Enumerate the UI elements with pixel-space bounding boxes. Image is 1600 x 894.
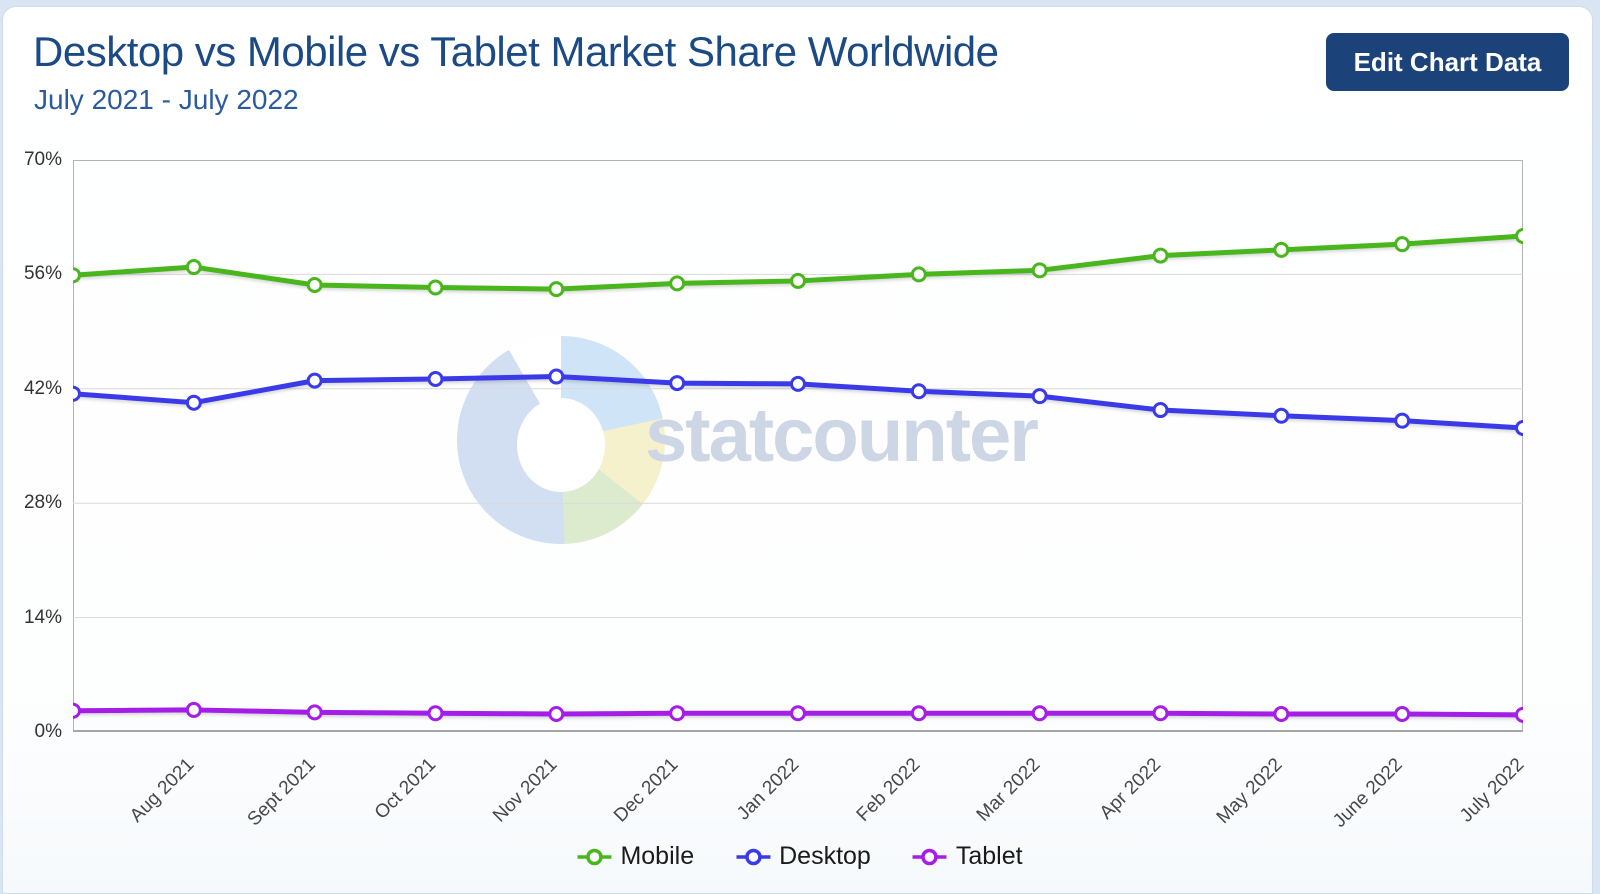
- series-desktop: [73, 368, 1524, 437]
- edit-chart-data-button[interactable]: Edit Chart Data: [1326, 33, 1569, 91]
- legend-item-tablet[interactable]: Tablet: [912, 842, 1023, 871]
- y-axis-label-28pct: 28%: [23, 492, 62, 514]
- data-point-tablet-june-2022[interactable]: [1394, 706, 1411, 723]
- data-point-tablet-jan-2022[interactable]: [790, 705, 806, 722]
- data-point-desktop-oct-2021[interactable]: [427, 370, 444, 387]
- legend-item-desktop[interactable]: Desktop: [736, 842, 871, 871]
- data-point-desktop-nov-2021[interactable]: [548, 368, 565, 385]
- data-point-tablet-feb-2022[interactable]: [910, 705, 927, 722]
- data-point-tablet-may-2022[interactable]: [1273, 706, 1290, 723]
- legend-label-mobile: Mobile: [620, 842, 695, 870]
- y-axis-label-56pct: 56%: [23, 263, 62, 285]
- data-point-tablet-sept-2021[interactable]: [306, 704, 323, 721]
- chart-legend: Mobile Desktop Tablet: [577, 842, 1023, 871]
- data-point-tablet-nov-2021[interactable]: [548, 706, 565, 723]
- data-point-mobile-july-2022[interactable]: [1515, 227, 1524, 244]
- data-point-mobile-mar-2022[interactable]: [1031, 262, 1048, 279]
- data-point-mobile-sept-2021[interactable]: [306, 277, 323, 294]
- data-point-tablet-july-2021[interactable]: [73, 702, 81, 719]
- data-point-desktop-jan-2022[interactable]: [790, 375, 806, 392]
- data-point-desktop-dec-2021[interactable]: [669, 375, 686, 392]
- data-point-desktop-aug-2021[interactable]: [185, 394, 202, 411]
- data-point-desktop-july-2021[interactable]: [73, 385, 81, 402]
- data-point-tablet-dec-2021[interactable]: [669, 705, 686, 722]
- data-point-desktop-mar-2022[interactable]: [1031, 388, 1048, 405]
- legend-marker-mobile-icon: [577, 848, 612, 865]
- legend-item-mobile[interactable]: Mobile: [577, 842, 694, 871]
- legend-label-desktop: Desktop: [779, 842, 871, 870]
- data-point-tablet-apr-2022[interactable]: [1152, 705, 1169, 722]
- data-point-desktop-june-2022[interactable]: [1394, 412, 1411, 429]
- legend-marker-desktop-icon: [736, 848, 771, 865]
- page-subtitle: July 2021 - July 2022: [34, 84, 299, 115]
- data-point-mobile-apr-2022[interactable]: [1152, 247, 1169, 264]
- data-point-mobile-july-2021[interactable]: [73, 267, 81, 284]
- page-title: Desktop vs Mobile vs Tablet Market Share…: [33, 28, 999, 75]
- data-point-tablet-mar-2022[interactable]: [1031, 705, 1048, 722]
- data-point-mobile-may-2022[interactable]: [1273, 241, 1290, 258]
- line-chart: [73, 227, 1524, 723]
- data-point-mobile-dec-2021[interactable]: [669, 275, 686, 292]
- legend-marker-tablet-icon: [912, 848, 947, 865]
- data-point-mobile-jan-2022[interactable]: [790, 272, 806, 289]
- data-point-tablet-aug-2021[interactable]: [185, 701, 202, 718]
- data-point-desktop-feb-2022[interactable]: [910, 383, 927, 400]
- data-point-mobile-june-2022[interactable]: [1394, 236, 1411, 253]
- data-point-desktop-apr-2022[interactable]: [1152, 402, 1169, 419]
- plot-area: [73, 160, 1523, 732]
- data-point-mobile-oct-2021[interactable]: [427, 279, 444, 296]
- data-point-mobile-feb-2022[interactable]: [910, 266, 927, 283]
- chart-card: [2, 6, 1593, 894]
- y-axis-label-42pct: 42%: [23, 377, 62, 399]
- statcounter-watermark-text: statcounter: [645, 393, 1039, 478]
- data-point-desktop-sept-2021[interactable]: [306, 372, 323, 389]
- y-axis-label-14pct: 14%: [23, 606, 62, 628]
- y-axis-label-70pct: 70%: [23, 149, 62, 170]
- data-point-tablet-july-2022[interactable]: [1515, 706, 1524, 723]
- data-point-mobile-nov-2021[interactable]: [548, 281, 565, 298]
- series-mobile: [73, 227, 1524, 298]
- series-tablet: [73, 701, 1524, 723]
- data-point-desktop-may-2022[interactable]: [1273, 407, 1290, 424]
- data-point-tablet-oct-2021[interactable]: [427, 705, 444, 722]
- data-point-mobile-aug-2021[interactable]: [185, 259, 202, 276]
- y-axis-label-0pct: 0%: [34, 721, 62, 742]
- legend-label-tablet: Tablet: [955, 842, 1023, 870]
- data-point-desktop-july-2022[interactable]: [1515, 420, 1524, 437]
